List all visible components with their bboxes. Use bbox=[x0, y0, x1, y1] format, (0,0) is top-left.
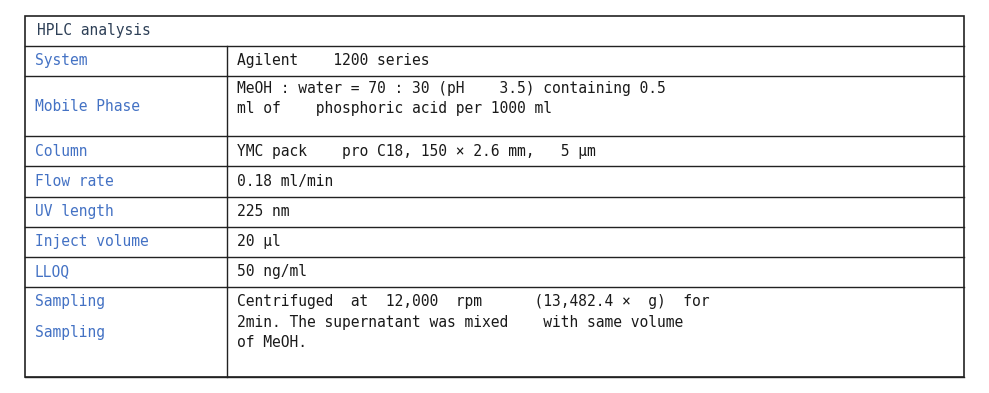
Text: Centrifuged  at  12,000  rpm      (13,482.4 ×  g)  for
2min. The supernatant was: Centrifuged at 12,000 rpm (13,482.4 × g)… bbox=[236, 294, 709, 350]
Text: MeOH : water = 70 : 30 (pH    3.5) containing 0.5
ml of    phosphoric acid per 1: MeOH : water = 70 : 30 (pH 3.5) containi… bbox=[236, 81, 666, 116]
Text: Flow rate: Flow rate bbox=[35, 174, 114, 189]
Text: 20 μl: 20 μl bbox=[236, 234, 280, 249]
Text: 225 nm: 225 nm bbox=[236, 204, 289, 219]
Text: LLOQ: LLOQ bbox=[35, 264, 69, 279]
Text: UV length: UV length bbox=[35, 204, 114, 219]
Text: Mobile Phase: Mobile Phase bbox=[35, 99, 139, 114]
Text: Sampling: Sampling bbox=[35, 294, 105, 309]
Text: HPLC analysis: HPLC analysis bbox=[37, 23, 150, 38]
Text: YMC pack    pro C18, 150 × 2.6 mm,   5 μm: YMC pack pro C18, 150 × 2.6 mm, 5 μm bbox=[236, 144, 595, 159]
Text: Inject volume: Inject volume bbox=[35, 234, 148, 249]
Text: Sampling: Sampling bbox=[35, 325, 105, 340]
Text: Column: Column bbox=[35, 144, 87, 159]
Text: System: System bbox=[35, 53, 87, 68]
Text: 50 ng/ml: 50 ng/ml bbox=[236, 264, 307, 279]
Text: 0.18 ml/min: 0.18 ml/min bbox=[236, 174, 333, 189]
Text: Agilent    1200 series: Agilent 1200 series bbox=[236, 53, 429, 68]
